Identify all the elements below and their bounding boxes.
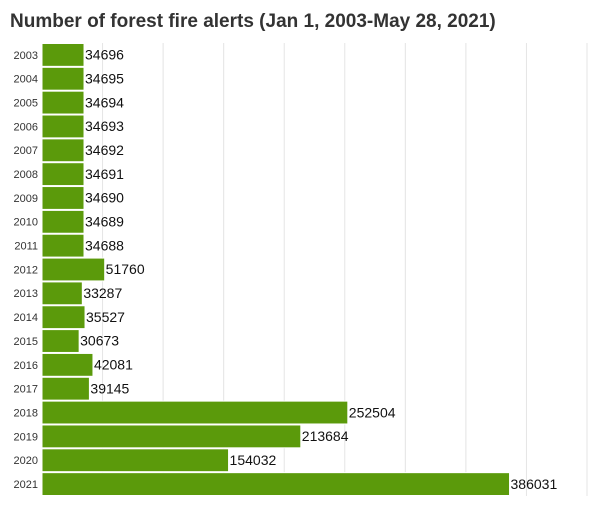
y-tick-label: 2015 xyxy=(14,336,38,348)
y-tick-label: 2020 xyxy=(14,455,38,467)
bar xyxy=(41,281,83,306)
y-tick-label: 2017 xyxy=(14,384,38,396)
value-label: 34696 xyxy=(85,47,124,63)
bar xyxy=(41,43,85,67)
value-label: 42081 xyxy=(94,357,133,373)
y-tick-label: 2008 xyxy=(14,169,38,181)
bar xyxy=(41,114,85,139)
bar xyxy=(41,329,80,353)
value-label: 34693 xyxy=(85,118,124,134)
bar xyxy=(41,376,90,401)
y-tick-label: 2019 xyxy=(14,431,38,443)
bar xyxy=(41,233,85,258)
y-tick-label: 2009 xyxy=(14,193,38,205)
value-label: 34692 xyxy=(85,142,124,158)
value-label: 34690 xyxy=(85,190,124,206)
bar xyxy=(41,66,85,91)
y-tick-label: 2011 xyxy=(14,241,38,253)
bar xyxy=(41,209,85,234)
value-label: 34694 xyxy=(85,94,124,110)
value-label: 386031 xyxy=(511,476,558,492)
bar xyxy=(41,138,85,163)
y-tick-label: 2021 xyxy=(14,479,38,491)
bar xyxy=(41,257,106,282)
value-label: 30673 xyxy=(80,333,119,349)
y-tick-label: 2013 xyxy=(14,288,38,300)
chart-title: Number of forest fire alerts (Jan 1, 200… xyxy=(10,11,496,32)
bar xyxy=(41,352,94,377)
value-label: 213684 xyxy=(302,428,349,444)
y-tick-label: 2006 xyxy=(14,121,38,133)
value-label: 51760 xyxy=(106,261,145,277)
y-tick-label: 2010 xyxy=(14,217,38,229)
bar xyxy=(41,472,511,497)
value-label: 39145 xyxy=(90,380,129,396)
value-label: 34688 xyxy=(85,237,124,253)
y-tick-label: 2012 xyxy=(14,264,38,276)
bar xyxy=(41,186,85,210)
y-tick-label: 2005 xyxy=(14,98,38,110)
bar xyxy=(41,162,85,187)
value-label: 34689 xyxy=(85,214,124,230)
value-label: 35527 xyxy=(86,309,125,325)
value-label: 34691 xyxy=(85,166,124,182)
bar xyxy=(41,448,230,473)
bar xyxy=(41,424,302,449)
y-tick-label: 2016 xyxy=(14,360,38,372)
value-label: 34695 xyxy=(85,70,124,86)
value-label: 252504 xyxy=(349,404,396,420)
bar xyxy=(41,90,85,115)
bar xyxy=(41,400,349,425)
y-tick-label: 2003 xyxy=(14,50,38,62)
y-tick-label: 2007 xyxy=(14,145,38,157)
value-label: 154032 xyxy=(230,452,277,468)
bar xyxy=(41,305,86,330)
y-tick-label: 2004 xyxy=(14,74,38,86)
y-tick-label: 2018 xyxy=(14,407,38,419)
y-tick-label: 2014 xyxy=(14,312,38,324)
value-label: 33287 xyxy=(83,285,122,301)
